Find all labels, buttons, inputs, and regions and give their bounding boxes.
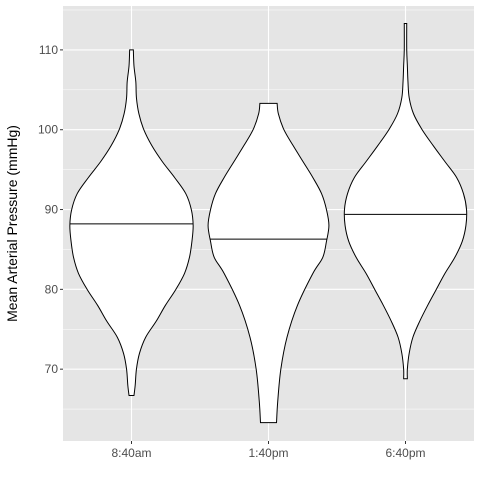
y-tick-label: 90 bbox=[45, 203, 59, 217]
y-axis-ticks: 70 80 90 100 110 bbox=[38, 43, 63, 376]
x-tick-label: 6:40pm bbox=[385, 446, 425, 460]
y-tick-label: 70 bbox=[45, 362, 59, 376]
y-tick-label: 100 bbox=[38, 123, 58, 137]
violin-6:40pm bbox=[343, 23, 468, 380]
violin-1:40pm bbox=[207, 102, 330, 424]
violins bbox=[69, 23, 468, 424]
x-tick-label: 8:40am bbox=[111, 446, 151, 460]
y-tick-label: 110 bbox=[39, 43, 58, 57]
x-tick-label: 1:40pm bbox=[248, 446, 288, 460]
y-tick-label: 80 bbox=[45, 282, 59, 296]
x-axis-ticks: 8:40am 1:40pm 6:40pm bbox=[111, 441, 426, 460]
violin-8:40am bbox=[69, 49, 194, 396]
y-axis-title: Mean Arterial Pressure (mmHg) bbox=[4, 125, 20, 322]
